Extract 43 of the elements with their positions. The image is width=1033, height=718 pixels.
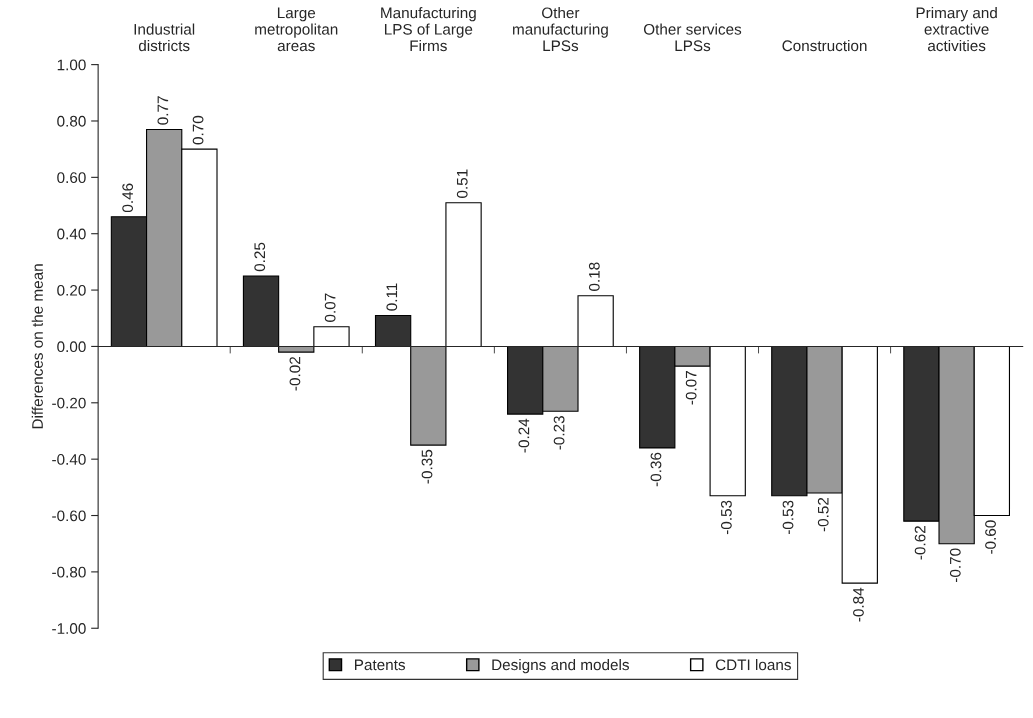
y-tick-label: -0.60 <box>52 510 86 522</box>
x-tick-label: Primary and extractive activities <box>916 7 997 52</box>
data-label: -0.02 <box>289 357 301 391</box>
data-label: -0.62 <box>914 526 926 560</box>
data-label: -0.23 <box>553 416 565 450</box>
data-label: -0.24 <box>518 418 530 453</box>
x-tick-label: Manufacturing LPS of Large Firms <box>381 7 476 52</box>
y-tick-label: -0.40 <box>52 454 86 465</box>
legend-label: Designs and models <box>492 658 629 674</box>
y-tick-label: 0.20 <box>57 284 86 296</box>
x-tick-label: Industrial districts <box>134 23 195 52</box>
y-tick-label: 0.00 <box>57 341 86 353</box>
data-label: 0.77 <box>157 96 169 125</box>
data-label: 0.18 <box>588 262 600 291</box>
x-tick-label: Other services LPSs <box>643 23 742 52</box>
data-label: 0.25 <box>254 242 266 272</box>
data-label: -0.53 <box>782 500 794 535</box>
data-label: -0.70 <box>949 548 961 583</box>
data-label: -0.36 <box>650 452 662 487</box>
data-label: -0.60 <box>985 520 996 554</box>
y-tick-label: -0.20 <box>52 397 86 409</box>
legend-label: Patents <box>355 659 406 671</box>
y-tick-label: 0.80 <box>57 115 86 127</box>
legend-label: CDTI loans <box>715 658 791 671</box>
y-tick-label: 0.60 <box>57 172 86 184</box>
data-label: -0.52 <box>817 497 829 532</box>
y-tick-label: -1.00 <box>52 623 86 634</box>
x-tick-label: Large metropolitan areas <box>255 7 338 52</box>
data-label: 0.51 <box>456 169 468 198</box>
data-label: 0.46 <box>122 183 134 213</box>
data-label: 0.11 <box>386 283 398 311</box>
y-axis-title: Differences on the mean <box>31 264 43 429</box>
data-label: -0.35 <box>421 449 433 484</box>
data-label: 0.07 <box>324 293 336 322</box>
y-tick-label: 0.40 <box>57 228 86 240</box>
y-tick-label: -0.80 <box>52 566 86 578</box>
x-tick-label: Other manufacturing LPSs <box>513 7 608 52</box>
data-label: -0.53 <box>720 500 732 535</box>
data-label: 0.70 <box>192 115 204 145</box>
data-label: -0.07 <box>685 371 697 405</box>
data-label: -0.84 <box>853 587 864 622</box>
y-tick-label: 1.00 <box>57 59 86 71</box>
x-tick-label: Construction <box>782 39 867 52</box>
